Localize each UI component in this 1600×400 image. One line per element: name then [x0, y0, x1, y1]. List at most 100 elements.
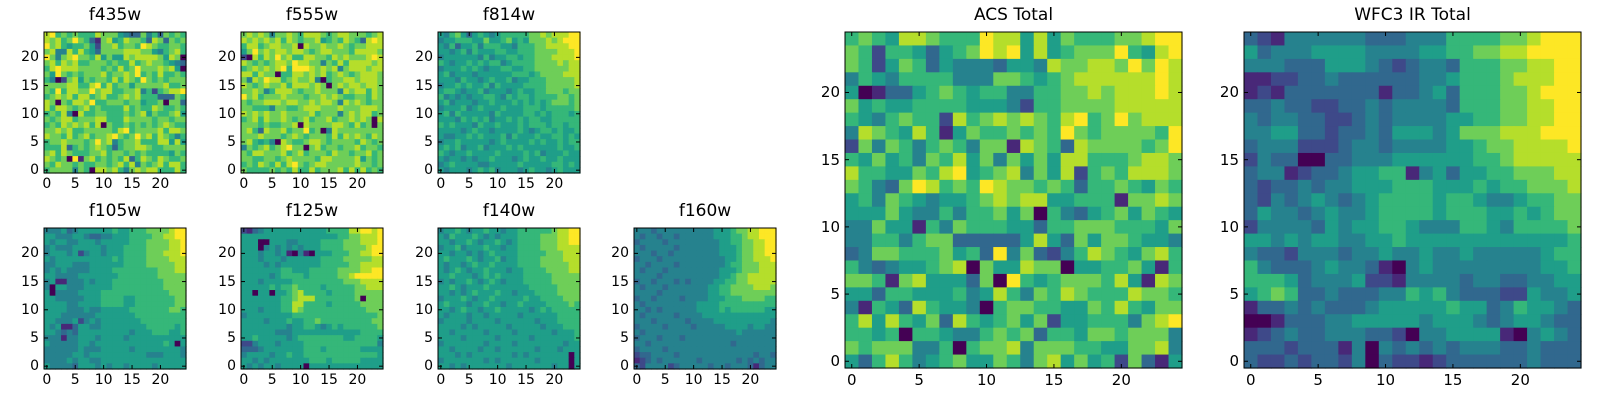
heatmap-cell	[117, 88, 125, 95]
heatmap-cell	[168, 312, 176, 319]
heatmap-cell	[303, 239, 310, 246]
heatmap-cell	[49, 250, 56, 257]
heatmap-cell	[966, 112, 981, 127]
heatmap-cell	[61, 318, 68, 325]
heatmap-cell	[466, 233, 473, 240]
heatmap-cell	[523, 71, 530, 78]
heatmap-cell	[348, 167, 356, 174]
heatmap-cell	[1114, 166, 1129, 181]
heatmap-cell	[551, 278, 558, 285]
heatmap-cell	[95, 267, 102, 274]
heatmap-cell	[140, 228, 147, 235]
heatmap-cell	[123, 273, 130, 280]
heatmap-cell	[979, 179, 994, 194]
heatmap-cell	[303, 228, 310, 235]
heatmap-cell	[1020, 193, 1035, 208]
heatmap-cell	[263, 94, 270, 101]
heatmap-cell	[551, 329, 558, 336]
x-tick-label: 20	[348, 176, 367, 192]
heatmap-cell	[297, 329, 305, 336]
heatmap-cell	[174, 71, 181, 78]
heatmap-cell	[89, 82, 96, 89]
heatmap-cell	[280, 340, 288, 348]
heatmap-cell	[61, 273, 68, 280]
heatmap-cell	[377, 161, 384, 168]
heatmap-cell	[72, 65, 79, 73]
heatmap-cell	[679, 306, 686, 314]
heatmap-cell	[534, 278, 541, 285]
heatmap-cell	[845, 220, 860, 235]
heatmap-cell	[679, 256, 686, 263]
heatmap-cell	[320, 54, 327, 61]
heatmap-cell	[360, 167, 367, 174]
heatmap-cell	[517, 340, 524, 348]
heatmap-cell	[747, 256, 754, 263]
heatmap-cell	[286, 357, 293, 364]
heatmap-cell	[993, 58, 1008, 73]
heatmap-cell	[668, 250, 675, 257]
heatmap-cell	[163, 71, 170, 78]
heatmap-cell	[146, 150, 153, 157]
heatmap-cell	[702, 363, 709, 370]
heatmap-cell	[523, 133, 530, 140]
heatmap-cell	[466, 267, 473, 274]
heatmap-cell	[241, 346, 248, 353]
heatmap-cell	[314, 150, 322, 157]
heatmap-cell	[371, 133, 378, 140]
heatmap-cell	[180, 284, 187, 291]
heatmap-cell	[511, 352, 519, 359]
heatmap-cell	[568, 139, 575, 146]
heatmap-cell	[83, 105, 91, 112]
heatmap-cell	[320, 267, 327, 274]
heatmap-cell	[246, 77, 253, 84]
heatmap-cell	[443, 352, 450, 359]
heatmap-cell	[343, 127, 350, 135]
heatmap-cell	[44, 144, 51, 152]
heatmap-cell	[100, 306, 108, 314]
heatmap-cell	[44, 261, 51, 269]
heatmap-cell	[320, 301, 327, 308]
heatmap-cell	[574, 284, 581, 291]
heatmap-cell	[639, 301, 646, 308]
heatmap-cell	[528, 329, 536, 336]
heatmap-cell	[685, 284, 692, 291]
heatmap-cell	[764, 340, 771, 348]
heatmap-cell	[1128, 112, 1143, 127]
heatmap-cell	[438, 295, 445, 302]
heatmap-cell	[258, 116, 265, 123]
heatmap-cell	[685, 335, 692, 342]
heatmap-cell	[123, 352, 130, 359]
heatmap-cell	[645, 312, 652, 319]
heatmap-cell	[95, 301, 102, 308]
heatmap-cell	[354, 110, 361, 118]
heatmap-cell	[140, 357, 147, 364]
heatmap-cell	[66, 228, 73, 235]
heatmap-cell	[511, 139, 519, 146]
heatmap-cell	[679, 352, 686, 359]
heatmap-cell	[1060, 166, 1075, 181]
heatmap-cell	[1074, 206, 1089, 221]
heatmap-cell	[377, 244, 384, 252]
heatmap-cell	[371, 244, 378, 252]
heatmap-cell	[365, 32, 373, 39]
heatmap-cell	[713, 295, 720, 302]
heatmap-cell	[263, 340, 270, 348]
heatmap-cell	[252, 228, 259, 235]
heatmap-plot	[437, 31, 581, 174]
heatmap-cell	[146, 65, 153, 73]
heatmap-cell	[696, 329, 703, 336]
heatmap-cell	[275, 48, 282, 56]
heatmap-cell	[157, 340, 164, 348]
heatmap-cell	[55, 335, 62, 342]
heatmap-cell	[297, 43, 305, 50]
heatmap-cell	[106, 37, 113, 44]
heatmap-panel-acs-total: ACS Total 0 5 10 15 20 0 5 10 15 20	[821, 5, 1183, 389]
heatmap-cell	[494, 82, 502, 89]
heatmap-cell	[354, 318, 361, 325]
heatmap-cell	[713, 244, 720, 252]
heatmap-cell	[741, 329, 749, 336]
heatmap-cell	[83, 150, 91, 157]
heatmap-cell	[134, 94, 142, 101]
heatmap-cell	[286, 329, 293, 336]
heatmap-cell	[129, 71, 136, 78]
